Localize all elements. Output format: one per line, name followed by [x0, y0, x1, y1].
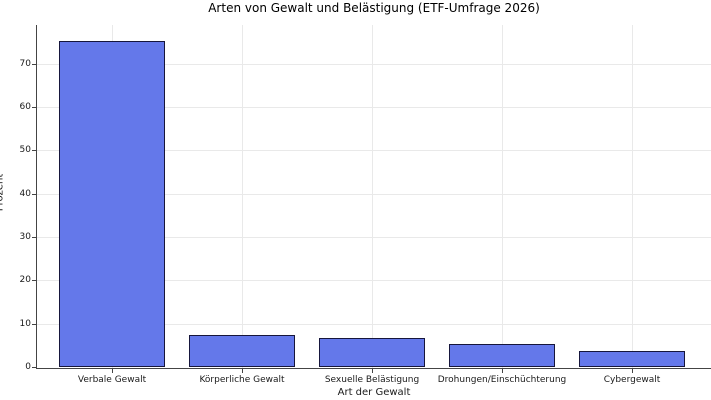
h-gridline [37, 236, 711, 238]
h-gridline [37, 280, 711, 282]
v-gridline [501, 25, 503, 368]
v-gridline [371, 25, 373, 368]
bar-1 [189, 334, 295, 368]
x-tick-label: Cybergewalt [603, 375, 661, 385]
x-tick-label: Drohungen/Einschüchterung [437, 375, 567, 385]
y-tick-label: 50 [19, 145, 31, 156]
bar-4 [579, 350, 685, 368]
y-tick-mark [32, 63, 36, 65]
h-gridline [37, 193, 711, 195]
h-gridline [37, 63, 711, 65]
x-axis-label: Art der Gewalt [337, 387, 411, 398]
y-tick-label: 40 [19, 188, 31, 199]
y-tick-label: 30 [19, 231, 31, 242]
x-axis-spine [36, 367, 711, 369]
x-tick-label: Sexuelle Belästigung [324, 375, 420, 385]
y-tick-label: 20 [19, 275, 31, 286]
y-tick-mark [32, 106, 36, 108]
y-tick-mark [32, 280, 36, 282]
y-tick-label: 0 [25, 362, 31, 372]
bar-2 [319, 337, 425, 368]
h-gridline [37, 323, 711, 325]
chart-title: Arten von Gewalt und Belästigung (ETF-Um… [208, 1, 540, 15]
y-axis-spine [36, 25, 37, 369]
x-tick-label: Verbale Gewalt [77, 375, 147, 385]
x-tick-mark [371, 368, 373, 373]
x-tick-mark [111, 368, 113, 373]
y-tick-label: 10 [19, 318, 31, 329]
h-gridline [37, 106, 711, 108]
x-tick-mark [631, 368, 633, 373]
y-tick-label: 60 [19, 101, 31, 112]
bar-0 [59, 40, 165, 368]
y-tick-label: 70 [19, 58, 31, 69]
y-tick-mark [32, 150, 36, 152]
h-gridline [37, 150, 711, 152]
y-tick-mark [32, 323, 36, 325]
x-tick-label: Körperliche Gewalt [199, 375, 285, 385]
y-tick-mark [32, 367, 36, 368]
y-tick-mark [32, 193, 36, 195]
x-tick-mark [241, 368, 243, 373]
v-gridline [241, 25, 243, 368]
y-tick-mark [32, 236, 36, 238]
bar-3 [449, 343, 555, 368]
v-gridline [631, 25, 633, 368]
x-tick-mark [501, 368, 503, 373]
